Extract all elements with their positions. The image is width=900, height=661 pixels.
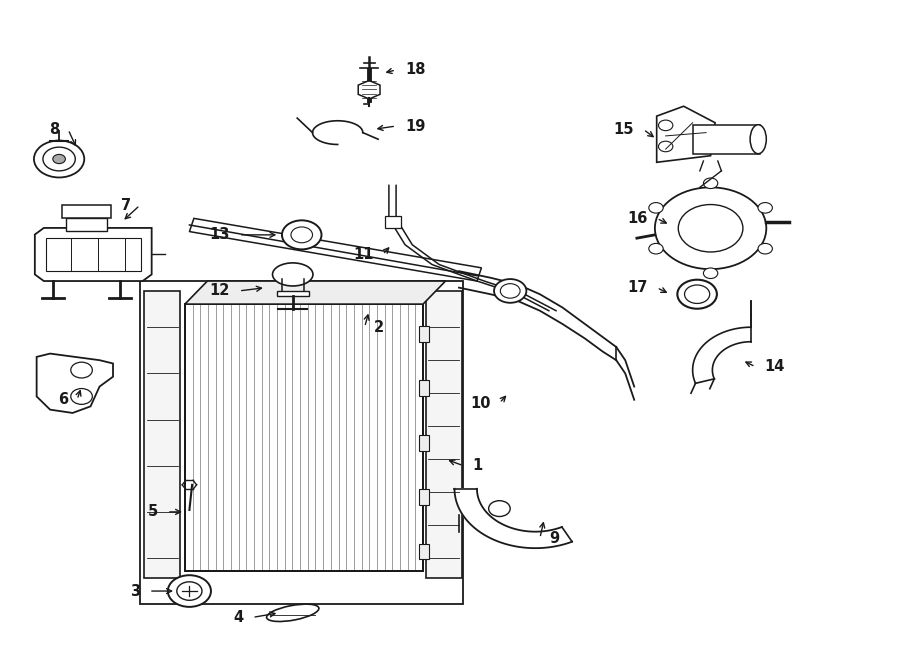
Circle shape xyxy=(71,362,93,378)
Bar xyxy=(426,291,462,578)
Bar xyxy=(46,238,141,271)
Text: 14: 14 xyxy=(764,360,785,374)
Text: 7: 7 xyxy=(121,198,131,213)
Text: 16: 16 xyxy=(627,211,648,226)
Ellipse shape xyxy=(750,125,766,154)
Bar xyxy=(418,489,429,505)
Polygon shape xyxy=(35,228,152,281)
Bar xyxy=(418,543,429,559)
Text: 8: 8 xyxy=(49,122,59,137)
Circle shape xyxy=(649,243,663,254)
Text: 2: 2 xyxy=(374,320,383,334)
Bar xyxy=(67,218,107,231)
Circle shape xyxy=(71,389,93,405)
Text: 18: 18 xyxy=(405,62,426,77)
Ellipse shape xyxy=(273,263,313,286)
Bar xyxy=(418,435,429,451)
Circle shape xyxy=(704,268,718,278)
Bar xyxy=(418,380,429,396)
Text: 1: 1 xyxy=(472,458,482,473)
Text: 4: 4 xyxy=(233,610,243,625)
Circle shape xyxy=(282,220,321,249)
Polygon shape xyxy=(184,281,446,304)
Polygon shape xyxy=(454,488,572,548)
Bar xyxy=(140,281,464,604)
Ellipse shape xyxy=(266,604,319,621)
Text: 15: 15 xyxy=(614,122,634,137)
Bar xyxy=(276,291,309,296)
Polygon shape xyxy=(184,304,423,571)
Polygon shape xyxy=(358,81,380,99)
Bar xyxy=(418,326,429,342)
Polygon shape xyxy=(657,106,716,163)
Text: 5: 5 xyxy=(148,504,158,520)
Circle shape xyxy=(704,178,718,188)
Circle shape xyxy=(758,202,772,213)
Text: 19: 19 xyxy=(405,118,426,134)
Text: 9: 9 xyxy=(549,531,559,546)
Text: 10: 10 xyxy=(470,395,490,410)
Text: 3: 3 xyxy=(130,584,140,599)
Polygon shape xyxy=(693,327,751,383)
Circle shape xyxy=(167,575,211,607)
Text: 12: 12 xyxy=(210,284,230,298)
Bar xyxy=(693,125,760,154)
Circle shape xyxy=(53,155,66,164)
Text: 11: 11 xyxy=(353,247,374,262)
Bar xyxy=(62,205,112,218)
Circle shape xyxy=(655,187,766,269)
Text: 17: 17 xyxy=(627,280,648,295)
Text: 13: 13 xyxy=(210,227,230,243)
Text: 6: 6 xyxy=(58,392,68,407)
Polygon shape xyxy=(37,354,113,413)
Bar xyxy=(385,216,401,228)
Circle shape xyxy=(758,243,772,254)
Circle shape xyxy=(34,141,85,177)
Circle shape xyxy=(649,202,663,213)
Bar xyxy=(145,291,180,578)
Circle shape xyxy=(678,280,717,309)
Polygon shape xyxy=(189,218,482,281)
Circle shape xyxy=(494,279,526,303)
